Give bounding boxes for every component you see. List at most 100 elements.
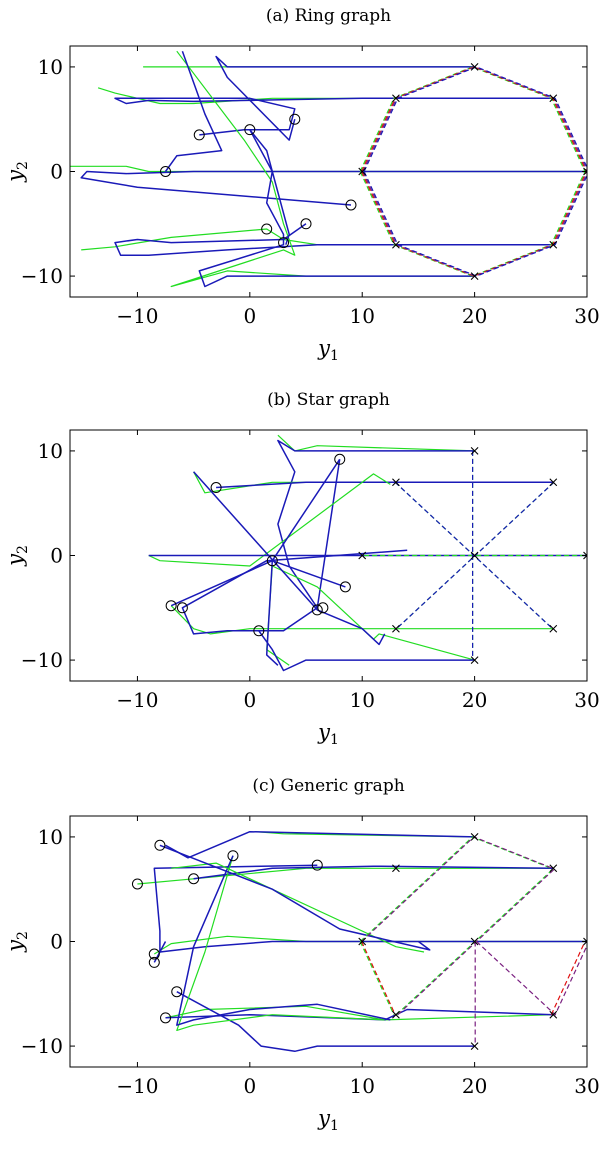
formation-edge-green [359, 941, 395, 1015]
target-point-marker [583, 551, 587, 560]
trajectory-line-green [170, 50, 475, 288]
trajectory-line-blue [164, 50, 223, 172]
formation-edge-red [550, 941, 586, 1015]
start-point-marker [160, 1012, 172, 1024]
y-axis-label: y2 [3, 545, 31, 567]
formation-edge-blue [363, 66, 587, 277]
y-tick-label: 10 [38, 825, 63, 849]
trajectory-line-blue [153, 864, 318, 953]
trajectory-line-green [97, 87, 554, 105]
plot-area [131, 830, 587, 1053]
start-point-marker [266, 555, 278, 567]
target-point-marker [358, 937, 367, 946]
x-tick-label: 0 [243, 1074, 256, 1098]
target-point-marker [549, 240, 558, 249]
target-point-marker [470, 1042, 479, 1050]
trajectory-line-blue [176, 855, 391, 1026]
start-point-marker [148, 956, 160, 968]
start-point-marker [311, 859, 323, 871]
start-point-marker [154, 839, 166, 851]
trajectory-line-blue [216, 481, 554, 489]
trajectory-line-blue [165, 830, 475, 859]
formation-edge-green [359, 836, 552, 942]
start-point-marker [317, 602, 329, 614]
target-point-marker [470, 937, 479, 946]
x-tick-label: 20 [462, 688, 487, 712]
start-point-marker [160, 166, 172, 177]
x-tick-label: 0 [243, 304, 256, 328]
trajectory-line-blue [80, 170, 587, 206]
target-point-marker [470, 63, 479, 71]
trajectory-line-blue [193, 471, 386, 646]
y-axis-label-subscript: 2 [15, 545, 31, 554]
target-point-marker [549, 864, 558, 873]
target-point-marker [549, 478, 558, 487]
trajectory-line-blue [249, 129, 290, 245]
x-tick-label: −10 [116, 688, 158, 712]
x-axis-label: y1 [317, 336, 339, 364]
chart-title: (a) Ring graph [266, 6, 391, 26]
trajectory-line-blue [181, 549, 408, 635]
start-point-marker [339, 581, 351, 593]
trajectory-line-blue [114, 223, 554, 256]
formation-edge-red [360, 941, 396, 1015]
target-point-marker [392, 624, 400, 633]
target-point-marker [470, 447, 479, 455]
trajectory-line-blue [265, 559, 346, 666]
start-point-marker [345, 199, 357, 211]
chart-panel-3: (c) Generic graph −10 0 10 20 30 −10 0 10 y1 y2 [3, 776, 600, 1134]
x-tick-label: 20 [462, 304, 487, 328]
target-point-marker [392, 94, 400, 103]
start-point-marker [334, 453, 346, 465]
target-point-marker [470, 551, 479, 560]
target-point-marker [583, 167, 587, 176]
chart-panel-2: (b) Star graph −10 0 10 20 30 −10 0 10 y1 y2 [3, 390, 600, 748]
chart-panel-1: (a) Ring graph −10 0 10 20 30 −10 0 10 y1 y2 [3, 6, 600, 364]
x-tick-label: −10 [116, 1074, 158, 1098]
x-axis-label: y1 [317, 720, 339, 748]
trajectory-line-blue [159, 844, 431, 951]
y-tick-label: −10 [21, 648, 63, 672]
target-point-marker [392, 1010, 400, 1019]
chart-title: (c) Generic graph [252, 776, 404, 796]
chart-title: (b) Star graph [267, 390, 390, 410]
trajectory-line-green [81, 228, 554, 251]
x-tick-label: 10 [349, 1074, 374, 1098]
start-point-marker [289, 113, 301, 125]
start-point-marker [311, 604, 323, 616]
formation-edge-purple [361, 836, 553, 942]
target-point-marker [583, 937, 587, 946]
start-point-marker [193, 129, 205, 141]
trajectory-line-green [170, 605, 554, 635]
target-point-marker [470, 272, 479, 280]
x-tick-label: 30 [574, 304, 599, 328]
trajectory-line-blue [198, 129, 475, 288]
start-point-marker [261, 223, 273, 235]
trajectory-line-green [137, 867, 554, 885]
trajectory-line-blue [114, 97, 554, 136]
target-point-marker [549, 1010, 558, 1019]
x-axis-label-subscript: 1 [330, 732, 339, 748]
x-tick-label: 20 [462, 1074, 487, 1098]
x-tick-label: 30 [574, 688, 599, 712]
start-point-marker [227, 850, 239, 862]
trajectory-line-green [277, 434, 475, 452]
start-point-marker [171, 986, 183, 998]
y-axis-label: y2 [3, 161, 31, 183]
y-tick-label: 0 [50, 544, 63, 568]
trajectory-line-green [148, 473, 391, 567]
trajectory-line-green [70, 165, 587, 173]
y-tick-label: 10 [38, 55, 63, 79]
x-axis-label-subscript: 1 [330, 1118, 339, 1134]
target-point-marker [549, 624, 558, 633]
y-tick-label: 10 [38, 439, 63, 463]
y-tick-label: 0 [50, 930, 63, 954]
target-point-marker [392, 478, 400, 487]
formation-edge-purple [476, 941, 587, 1016]
target-point-marker [392, 240, 400, 249]
y-axis-label-subscript: 2 [15, 931, 31, 940]
plot-area [148, 434, 587, 672]
trajectory-line-green [176, 855, 385, 1032]
target-point-marker [392, 864, 400, 873]
y-tick-label: −10 [21, 1034, 63, 1058]
